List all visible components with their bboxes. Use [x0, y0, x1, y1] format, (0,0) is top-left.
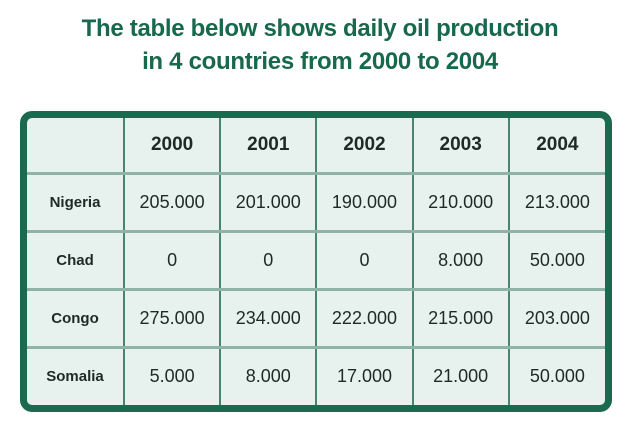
table-row-chad: Chad 0 0 0 8.000 50.000 — [27, 229, 605, 289]
cell-chad-2004: 50.000 — [507, 229, 605, 289]
col-header-2001: 2001 — [219, 118, 317, 173]
page-title: The table below shows daily oil producti… — [0, 12, 640, 78]
oil-production-table-frame: 2000 2001 2002 2003 2004 Nigeria 205.000… — [20, 111, 612, 412]
cell-nigeria-2001: 201.000 — [219, 171, 317, 231]
cell-congo-2003: 215.000 — [411, 287, 509, 347]
row-label-nigeria: Nigeria — [27, 171, 124, 231]
row-label-chad: Chad — [27, 229, 124, 289]
cell-congo-2002: 222.000 — [315, 287, 413, 347]
title-line-2: in 4 countries from 2000 to 2004 — [142, 48, 498, 75]
table-row-somalia: Somalia 5.000 8.000 17.000 21.000 50.000 — [27, 345, 605, 405]
cell-chad-2003: 8.000 — [411, 229, 509, 289]
corner-cell — [27, 118, 124, 173]
col-header-2004: 2004 — [507, 118, 605, 173]
cell-chad-2001: 0 — [219, 229, 317, 289]
col-header-2000: 2000 — [122, 118, 221, 173]
cell-somalia-2001: 8.000 — [219, 345, 317, 405]
table-row-congo: Congo 275.000 234.000 222.000 215.000 20… — [27, 287, 605, 347]
cell-nigeria-2002: 190.000 — [315, 171, 413, 231]
cell-somalia-2002: 17.000 — [315, 345, 413, 405]
oil-production-table: 2000 2001 2002 2003 2004 Nigeria 205.000… — [27, 118, 605, 405]
cell-nigeria-2004: 213.000 — [507, 171, 605, 231]
cell-nigeria-2003: 210.000 — [411, 171, 509, 231]
cell-chad-2002: 0 — [315, 229, 413, 289]
cell-congo-2001: 234.000 — [219, 287, 317, 347]
title-line-1: The table below shows daily oil producti… — [81, 15, 559, 42]
col-header-2002: 2002 — [315, 118, 413, 173]
cell-nigeria-2000: 205.000 — [122, 171, 221, 231]
row-label-somalia: Somalia — [27, 345, 124, 405]
cell-chad-2000: 0 — [122, 229, 221, 289]
cell-congo-2004: 203.000 — [507, 287, 605, 347]
table-row-nigeria: Nigeria 205.000 201.000 190.000 210.000 … — [27, 171, 605, 231]
col-header-2003: 2003 — [411, 118, 509, 173]
row-label-congo: Congo — [27, 287, 124, 347]
cell-somalia-2003: 21.000 — [411, 345, 509, 405]
cell-somalia-2004: 50.000 — [507, 345, 605, 405]
cell-somalia-2000: 5.000 — [122, 345, 221, 405]
header-row: 2000 2001 2002 2003 2004 — [27, 118, 605, 173]
cell-congo-2000: 275.000 — [122, 287, 221, 347]
